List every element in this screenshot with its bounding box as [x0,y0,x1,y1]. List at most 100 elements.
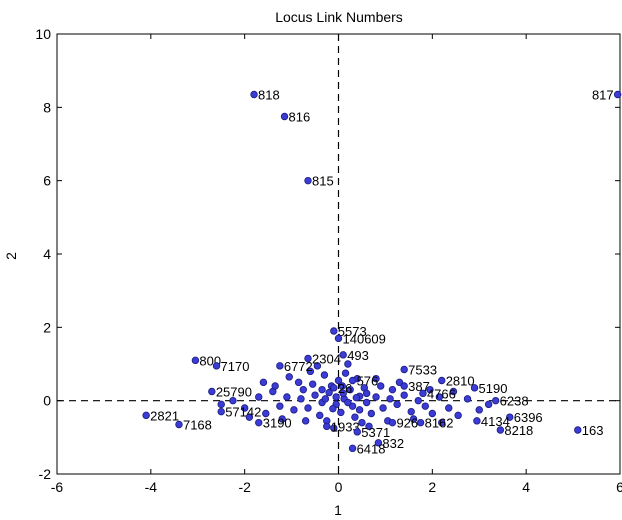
data-point [250,90,258,99]
point-label: 7170 [221,359,250,374]
data-point [352,394,361,402]
data-point [438,418,446,427]
data-point [191,356,200,365]
data-point [346,385,354,394]
point-label: 926 [396,416,418,431]
data-point [311,391,319,399]
point-label: 817 [592,88,614,103]
y-tick-label: -2 [39,466,52,482]
point-label: 1933 [331,419,360,434]
point-label: 5371 [361,425,390,440]
data-point [473,417,481,425]
data-point [304,354,312,363]
point-label: 5573 [338,324,367,339]
x-tick-label: -2 [238,479,251,495]
data-point [613,90,622,99]
data-point [409,415,418,423]
point-label: 8162 [425,416,454,431]
data-point [341,369,350,377]
x-tick-label: 0 [335,479,343,495]
data-point [276,362,284,370]
point-label: 3190 [263,416,292,431]
point-label: 25790 [216,385,252,400]
data-point [355,406,364,414]
point-label: 6772 [284,359,313,374]
point-label: 8218 [504,423,533,438]
point-label: 57142 [225,405,261,420]
data-point [407,407,415,416]
point-label: 815 [312,174,334,189]
x-tick-label: 2 [428,479,436,495]
data-point [142,411,150,420]
data-point [285,373,293,381]
data-point [217,407,225,416]
data-point [304,404,312,412]
y-tick-label: 0 [43,393,51,409]
y-tick-label: 6 [43,173,51,189]
point-label: 140609 [343,331,386,346]
data-point [212,362,221,370]
y-tick-label: 10 [35,26,51,42]
data-point [438,376,446,385]
data-point [428,409,437,418]
data-point [353,428,361,436]
data-point [445,404,453,412]
data-point [454,411,462,420]
y-tick-label: 8 [43,99,51,115]
point-label: 6418 [357,441,386,456]
point-label: 5190 [479,381,508,396]
data-point [386,395,394,403]
data-point [278,415,286,423]
data-point [362,389,371,398]
data-point [416,418,425,427]
data-point [316,411,324,420]
data-point [367,409,376,418]
data-point [351,413,359,421]
data-point [334,334,343,343]
data-point [372,374,380,383]
data-point [308,380,317,388]
data-point [245,413,254,421]
point-label: 6238 [500,394,529,409]
data-point [358,418,366,427]
data-point [240,404,249,412]
data-point [491,396,500,405]
data-point [255,393,263,401]
data-point [259,378,268,387]
data-point [175,420,183,429]
point-label: 832 [382,436,404,451]
data-point [229,396,237,405]
data-point [348,376,357,385]
data-point [313,362,322,370]
data-point [217,400,225,409]
data-point [299,385,308,394]
point-label: 6396 [514,410,543,425]
data-point [276,402,284,410]
data-point [271,382,279,390]
data-point [463,395,472,403]
data-point [330,424,338,432]
data-point [321,395,330,403]
data-point [255,418,263,427]
y-tick-label: 2 [43,319,51,335]
data-point [470,384,479,392]
data-point [400,365,408,374]
data-point [372,393,380,401]
data-point [496,426,505,434]
data-point [323,422,331,431]
data-point [421,402,429,410]
data-point [334,376,343,385]
point-label: 493 [347,348,369,363]
data-point [377,382,385,390]
data-point [330,384,338,392]
data-point [348,444,357,453]
data-point [262,409,270,418]
data-point [506,413,514,421]
data-point [484,400,493,409]
x-tick-label: -4 [145,479,158,495]
data-point [301,417,310,425]
data-point [338,382,346,390]
point-label: 2304 [312,352,341,367]
data-point [475,406,483,414]
data-point [339,389,347,398]
